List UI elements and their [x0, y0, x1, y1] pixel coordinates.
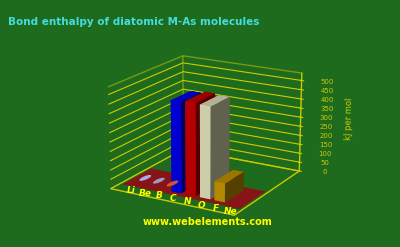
Text: www.webelements.com: www.webelements.com: [143, 217, 273, 227]
Text: Bond enthalpy of diatomic M-As molecules: Bond enthalpy of diatomic M-As molecules: [8, 17, 259, 27]
